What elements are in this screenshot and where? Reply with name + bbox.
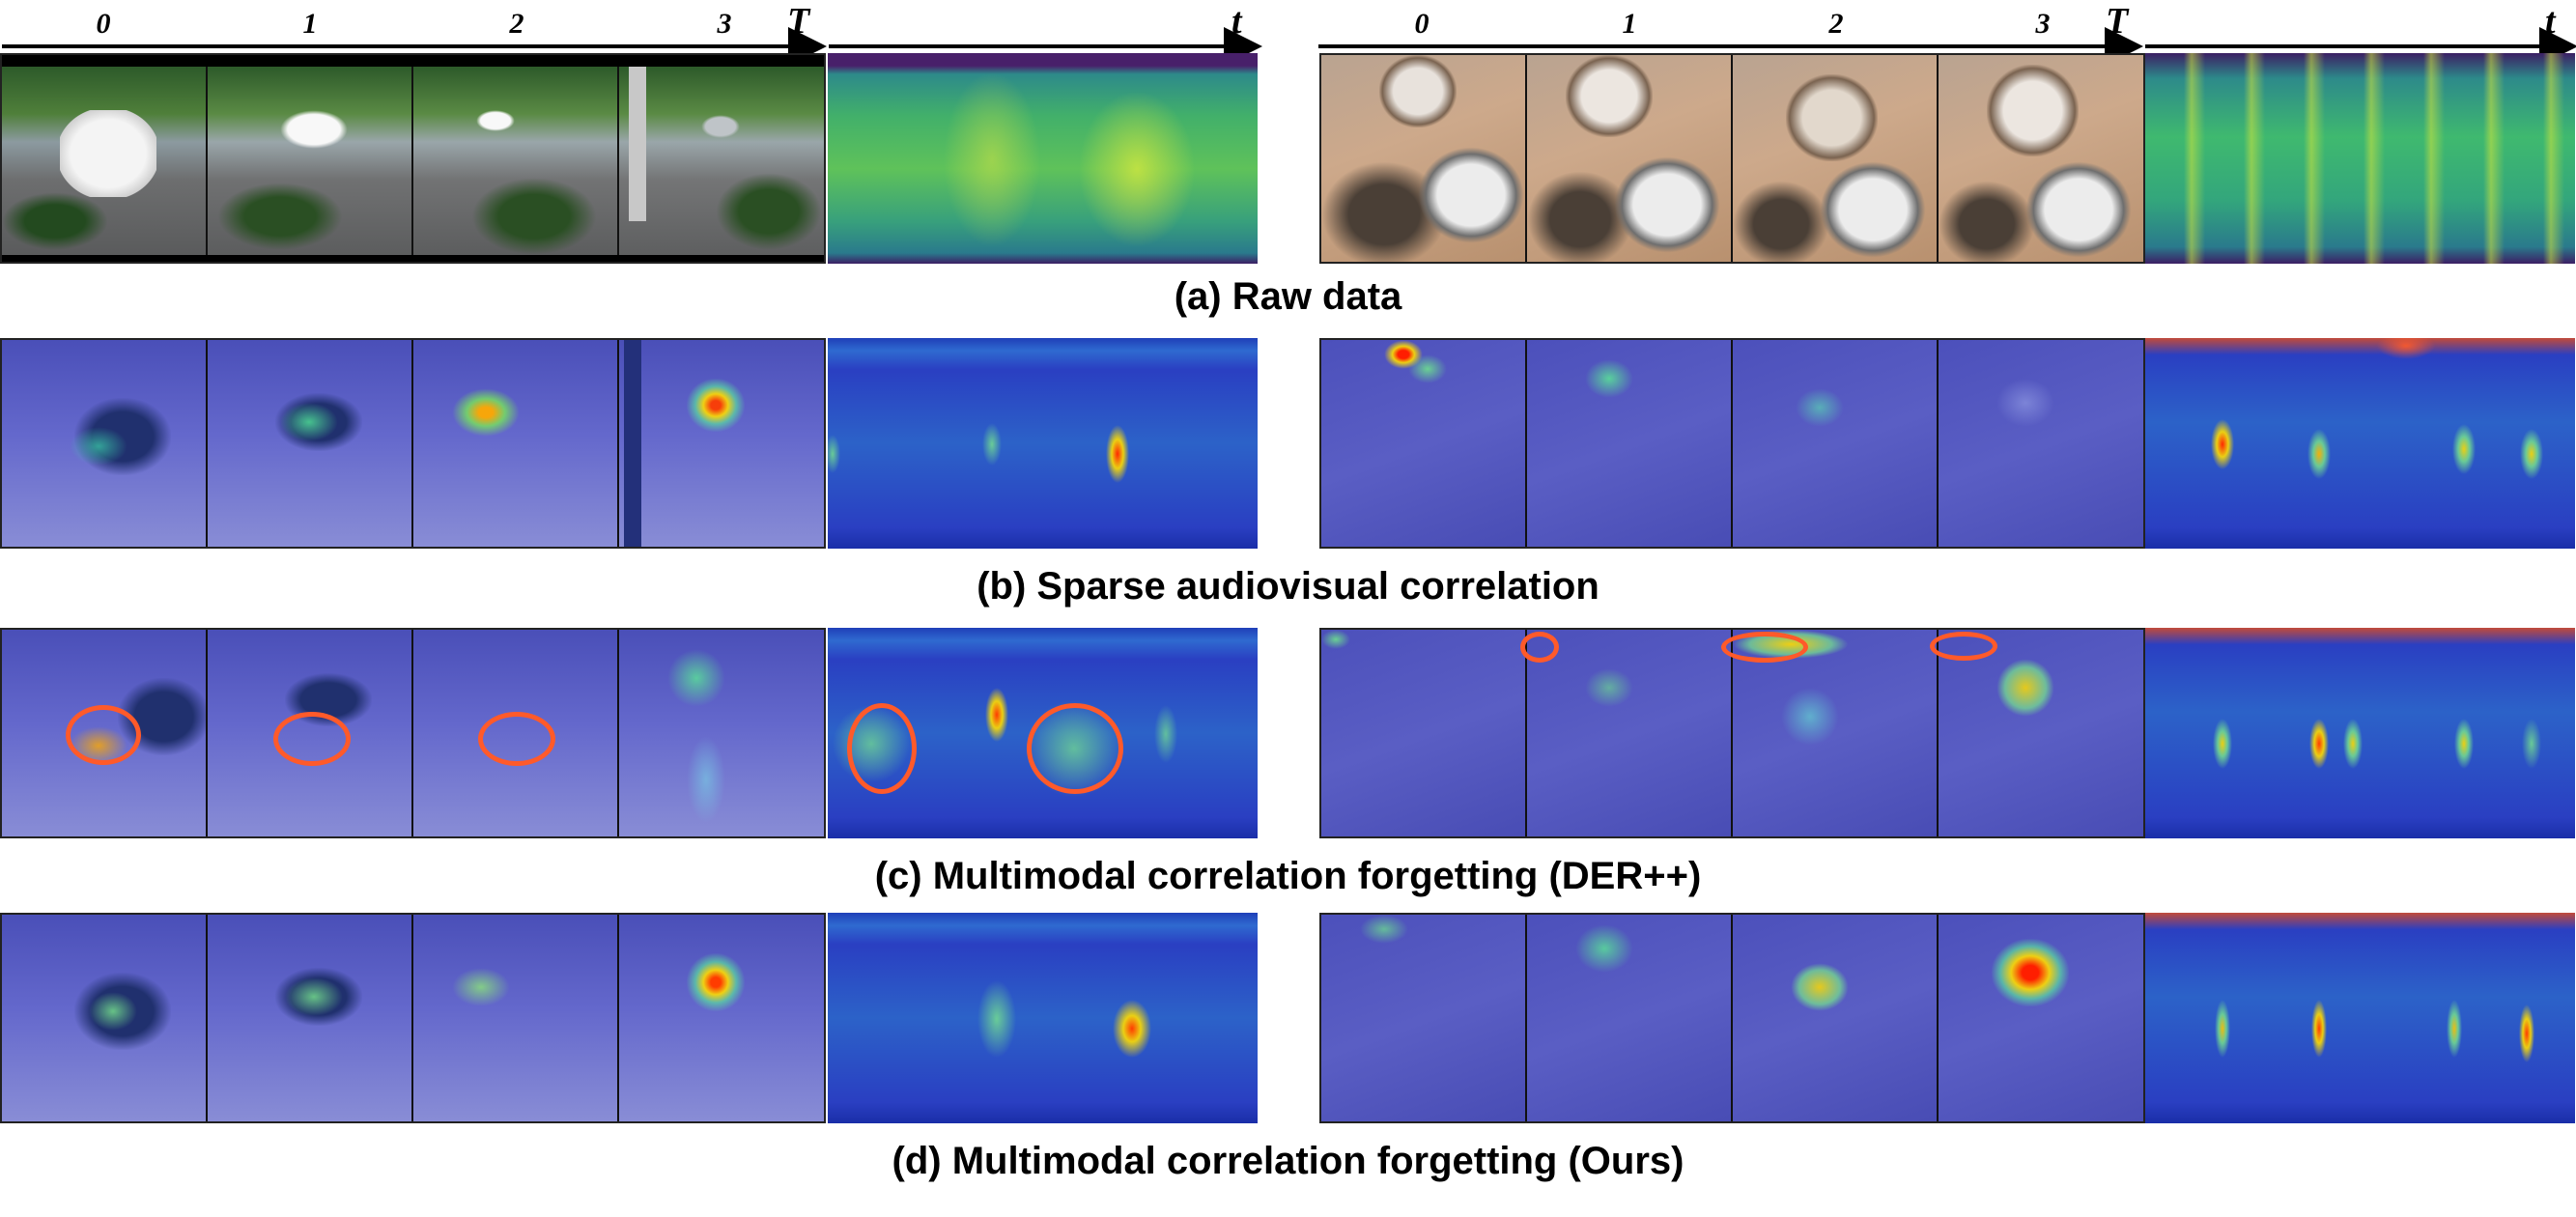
tick-left-2: 2 <box>509 8 524 40</box>
derpp-dog-video-strip <box>1319 628 2145 838</box>
sparse-car-frame-1 <box>208 340 413 547</box>
timeline-axes <box>2 27 2576 58</box>
tick-right-1: 1 <box>1622 8 1637 40</box>
derpp-car-spectrogram <box>828 628 1258 838</box>
ours-car-frame-1 <box>208 915 413 1121</box>
sparse-dog-frame-1 <box>1527 340 1733 547</box>
ours-dog-frame-2 <box>1733 915 1939 1121</box>
sparse-dog-spectrogram <box>2145 338 2575 549</box>
ours-car-video-strip <box>0 913 826 1123</box>
derpp-car-frame-3 <box>619 630 824 836</box>
raw-dog-video-strip <box>1319 53 2145 264</box>
sparse-dog-frame-2 <box>1733 340 1939 547</box>
derpp-dog-spectrogram <box>2145 628 2575 838</box>
tick-right-2: 2 <box>1828 8 1844 40</box>
video-end-label-right: T <box>2106 1 2129 42</box>
tick-right-3: 3 <box>2035 8 2051 40</box>
ours-car-frame-2 <box>413 915 619 1121</box>
derpp-highlight-dog-1 <box>1520 632 1559 663</box>
caption-ours: (d) Multimodal correlation forgetting (O… <box>892 1140 1684 1182</box>
ours-car-frame-3 <box>619 915 824 1121</box>
raw-car-frame-2 <box>413 67 619 255</box>
tick-right-0: 0 <box>1414 8 1430 40</box>
audio-end-label-left: t <box>1231 1 1242 42</box>
raw-car-frame-1 <box>208 67 413 255</box>
sparse-dog-frame-0 <box>1321 340 1527 547</box>
derpp-highlight-car-1 <box>273 712 351 766</box>
raw-car-video-strip <box>0 53 826 264</box>
audio-end-label-right: t <box>2545 1 2556 42</box>
derpp-highlight-car-2 <box>478 712 555 766</box>
ours-dog-frame-1 <box>1527 915 1733 1121</box>
tick-left-3: 3 <box>717 8 732 40</box>
derpp-dog-frame-3 <box>1939 630 2143 836</box>
tick-left-0: 0 <box>96 8 111 40</box>
derpp-highlight-car-0 <box>66 705 141 765</box>
raw-car-frame-0 <box>2 67 208 255</box>
raw-car-frame-3 <box>619 67 824 255</box>
sparse-car-video-strip <box>0 338 826 549</box>
caption-sparse: (b) Sparse audiovisual correlation <box>977 565 1599 608</box>
sparse-dog-video-strip <box>1319 338 2145 549</box>
sparse-car-frame-3 <box>619 340 824 547</box>
ours-dog-frame-3 <box>1939 915 2143 1121</box>
derpp-highlight-audio-0 <box>847 703 917 794</box>
caption-derpp: (c) Multimodal correlation forgetting (D… <box>874 855 1702 897</box>
derpp-highlight-dog-2 <box>1721 632 1808 663</box>
tick-left-1: 1 <box>302 8 318 40</box>
ours-car-frame-0 <box>2 915 208 1121</box>
raw-dog-frame-1 <box>1527 55 1733 262</box>
sparse-car-spectrogram <box>828 338 1258 549</box>
ours-dog-video-strip <box>1319 913 2145 1123</box>
ours-car-spectrogram <box>828 913 1258 1123</box>
ours-dog-frame-0 <box>1321 915 1527 1121</box>
derpp-car-video-strip <box>0 628 826 838</box>
derpp-highlight-audio-1 <box>1027 703 1123 794</box>
video-end-label-left: T <box>787 1 810 42</box>
sparse-car-frame-0 <box>2 340 208 547</box>
derpp-dog-frame-2 <box>1733 630 1939 836</box>
sparse-dog-frame-3 <box>1939 340 2143 547</box>
raw-dog-frame-2 <box>1733 55 1939 262</box>
raw-dog-frame-3 <box>1939 55 2143 262</box>
ours-dog-spectrogram <box>2145 913 2575 1123</box>
derpp-highlight-dog-3 <box>1930 632 1997 661</box>
sparse-car-frame-2 <box>413 340 619 547</box>
derpp-dog-frame-1 <box>1527 630 1733 836</box>
raw-car-spectrogram <box>828 53 1258 264</box>
caption-raw-data: (a) Raw data <box>1174 275 1402 318</box>
derpp-dog-frame-0 <box>1321 630 1527 836</box>
raw-dog-frame-0 <box>1321 55 1527 262</box>
raw-dog-spectrogram <box>2145 53 2575 264</box>
